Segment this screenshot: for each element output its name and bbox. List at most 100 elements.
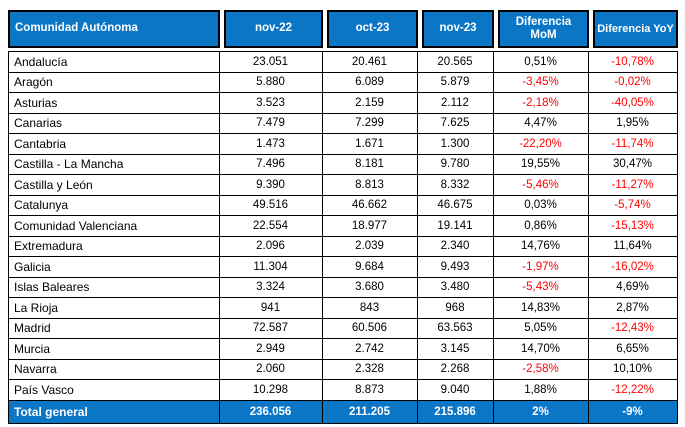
value-oct-23: 211.205 xyxy=(322,400,418,424)
region-name: Castilla - La Mancha xyxy=(9,154,220,175)
data-table: Comunidad Autónoma nov-22 oct-23 nov-23 … xyxy=(8,10,678,424)
region-name: Cantabria xyxy=(9,134,220,155)
value-nov-23: 8.332 xyxy=(417,175,494,196)
diff-yoy: 2,87% xyxy=(588,298,678,319)
value-oct-23: 20.461 xyxy=(322,52,418,73)
table-row: Asturias 3.523 2.159 2.112 -2,18% -40,05% xyxy=(9,93,678,114)
value-nov-23: 5.879 xyxy=(417,72,494,93)
diff-mom: -2,58% xyxy=(493,359,589,380)
region-name: La Rioja xyxy=(9,298,220,319)
diff-yoy: -0,02% xyxy=(588,72,678,93)
region-name: Andalucía xyxy=(9,52,220,73)
value-nov-22: 10.298 xyxy=(219,380,323,401)
value-nov-22: 7.479 xyxy=(219,113,323,134)
diff-mom: 1,88% xyxy=(493,380,589,401)
value-nov-23: 1.300 xyxy=(417,134,494,155)
table-row: Comunidad Valenciana 22.554 18.977 19.141 0,… xyxy=(9,216,678,237)
value-nov-23: 9.493 xyxy=(417,257,494,278)
region-name: Aragón xyxy=(9,72,220,93)
table-total-row: Total general 236.056 211.205 215.896 2% -9% xyxy=(9,400,678,424)
region-name: Murcia xyxy=(9,339,220,360)
region-name: Navarra xyxy=(9,359,220,380)
table-row: País Vasco 10.298 8.873 9.040 1,88% -12,22% xyxy=(9,380,678,401)
table-row: Andalucía 23.051 20.461 20.565 0,51% -10,78% xyxy=(9,52,678,73)
value-oct-23: 843 xyxy=(322,298,418,319)
value-nov-23: 3.480 xyxy=(417,277,494,298)
diff-yoy: -5,74% xyxy=(588,195,678,216)
value-nov-23: 7.625 xyxy=(417,113,494,134)
diff-mom: 5,05% xyxy=(493,318,589,339)
diff-mom: -22,20% xyxy=(493,134,589,155)
value-nov-23: 968 xyxy=(417,298,494,319)
value-oct-23: 46.662 xyxy=(322,195,418,216)
table-row: Catalunya 49.516 46.662 46.675 0,03% -5,74% xyxy=(9,195,678,216)
table-row: Castilla - La Mancha 7.496 8.181 9.780 19,55… xyxy=(9,154,678,175)
value-nov-23: 46.675 xyxy=(417,195,494,216)
region-name: Madrid xyxy=(9,318,220,339)
value-oct-23: 2.328 xyxy=(322,359,418,380)
value-nov-23: 63.563 xyxy=(417,318,494,339)
diff-mom: 14,70% xyxy=(493,339,589,360)
diff-mom: 0,51% xyxy=(493,52,589,73)
header-diferencia-yoy: Diferencia YoY xyxy=(593,10,678,48)
value-nov-23: 19.141 xyxy=(417,216,494,237)
diff-mom: 2% xyxy=(493,400,589,424)
diff-yoy: 10,10% xyxy=(588,359,678,380)
value-nov-23: 20.565 xyxy=(417,52,494,73)
diff-mom: 19,55% xyxy=(493,154,589,175)
value-nov-23: 3.145 xyxy=(417,339,494,360)
table-row: Aragón 5.880 6.089 5.879 -3,45% -0,02% xyxy=(9,72,678,93)
value-nov-22: 236.056 xyxy=(219,400,323,424)
region-name: Islas Baleares xyxy=(9,277,220,298)
value-oct-23: 1.671 xyxy=(322,134,418,155)
value-oct-23: 2.742 xyxy=(322,339,418,360)
region-name: País Vasco xyxy=(9,380,220,401)
diff-yoy: -9% xyxy=(588,400,678,424)
value-oct-23: 8.181 xyxy=(322,154,418,175)
region-name: Comunidad Valenciana xyxy=(9,216,220,237)
value-nov-22: 49.516 xyxy=(219,195,323,216)
value-nov-22: 23.051 xyxy=(219,52,323,73)
value-nov-22: 2.060 xyxy=(219,359,323,380)
table-body: Andalucía 23.051 20.461 20.565 0,51% -10,78% A… xyxy=(8,51,678,424)
value-nov-23: 2.268 xyxy=(417,359,494,380)
value-oct-23: 3.680 xyxy=(322,277,418,298)
value-nov-22: 1.473 xyxy=(219,134,323,155)
diff-yoy: -12,22% xyxy=(588,380,678,401)
value-nov-22: 2.096 xyxy=(219,236,323,257)
table-row: Cantabria 1.473 1.671 1.300 -22,20% -11,74% xyxy=(9,134,678,155)
value-nov-22: 11.304 xyxy=(219,257,323,278)
value-nov-22: 72.587 xyxy=(219,318,323,339)
region-name: Galicia xyxy=(9,257,220,278)
value-nov-22: 22.554 xyxy=(219,216,323,237)
table-row: Navarra 2.060 2.328 2.268 -2,58% 10,10% xyxy=(9,359,678,380)
value-nov-22: 2.949 xyxy=(219,339,323,360)
diff-mom: -5,43% xyxy=(493,277,589,298)
header-diferencia-mom: Diferencia MoM xyxy=(498,10,589,48)
table-row: Islas Baleares 3.324 3.680 3.480 -5,43% 4,69% xyxy=(9,277,678,298)
total-label: Total general xyxy=(9,400,220,424)
value-nov-23: 9.040 xyxy=(417,380,494,401)
value-oct-23: 60.506 xyxy=(322,318,418,339)
region-name: Catalunya xyxy=(9,195,220,216)
value-oct-23: 9.684 xyxy=(322,257,418,278)
table-row: Extremadura 2.096 2.039 2.340 14,76% 11,64% xyxy=(9,236,678,257)
value-nov-23: 9.780 xyxy=(417,154,494,175)
value-oct-23: 8.813 xyxy=(322,175,418,196)
value-nov-23: 2.340 xyxy=(417,236,494,257)
value-oct-23: 2.039 xyxy=(322,236,418,257)
value-oct-23: 2.159 xyxy=(322,93,418,114)
table-row: Canarias 7.479 7.299 7.625 4,47% 1,95% xyxy=(9,113,678,134)
value-oct-23: 8.873 xyxy=(322,380,418,401)
diff-yoy: -15,13% xyxy=(588,216,678,237)
diff-mom: 0,03% xyxy=(493,195,589,216)
table-row: Galicia 11.304 9.684 9.493 -1,97% -16,02% xyxy=(9,257,678,278)
diff-mom: 14,83% xyxy=(493,298,589,319)
table-row: La Rioja 941 843 968 14,83% 2,87% xyxy=(9,298,678,319)
diff-mom: 4,47% xyxy=(493,113,589,134)
diff-yoy: 1,95% xyxy=(588,113,678,134)
header-comunidad-autonoma: Comunidad Autónoma xyxy=(8,10,220,48)
diff-yoy: -11,27% xyxy=(588,175,678,196)
diff-yoy: -12,43% xyxy=(588,318,678,339)
